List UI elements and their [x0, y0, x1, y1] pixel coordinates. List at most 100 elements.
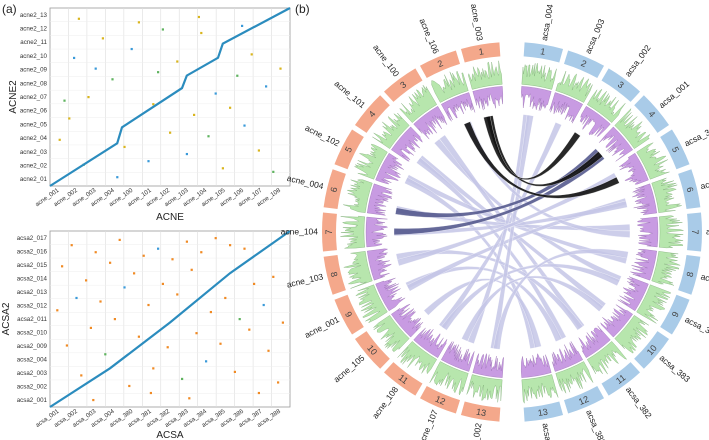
- dotplot-acsa-ytick-label: acsa2_010: [17, 330, 48, 337]
- acne-purple-track: [441, 341, 475, 372]
- dotplot-acsa-dot: [65, 344, 68, 347]
- dotplot-acne-dot: [137, 21, 140, 24]
- dotplot-acsa-dot: [262, 303, 265, 307]
- acne-chromosome-label: acne_004: [286, 173, 325, 191]
- acsa-chromosome-segment: [601, 362, 641, 396]
- acne-purple-track: [367, 183, 393, 216]
- dotplot-acsa-dot: [257, 391, 260, 395]
- acsa-green-track: [555, 70, 593, 103]
- acne-chromosome-segment: [334, 129, 364, 170]
- dotplot-acsa: acsa_001acsa_002acsa_003acsa_004acsa_380…: [1, 230, 291, 440]
- acne-segment-number: 4: [367, 109, 378, 119]
- dotplot-acne-dot: [265, 85, 268, 88]
- dotplot-acne-ytick-label: acne2_13: [20, 12, 48, 19]
- dotplot-acne-ytick-label: acne2_09: [20, 67, 48, 74]
- dotplot-acsa-frame: [49, 230, 291, 408]
- acne-green-track: [468, 60, 503, 90]
- acsa-green-track: [659, 215, 684, 249]
- dotplot-acsa-dot: [205, 360, 208, 363]
- dotplot-acsa-dot: [133, 272, 136, 275]
- dotplot-acsa-dot: [200, 251, 203, 254]
- acsa-purple-track: [578, 325, 611, 358]
- dotplot-acsa-ytick-label: acsa2_013: [17, 289, 48, 296]
- dotplot-acsa-dot: [181, 377, 184, 381]
- dotplot-acsa-dot: [238, 318, 241, 321]
- acsa-purple-track: [600, 304, 633, 338]
- acsa-green-track: [651, 177, 682, 213]
- dotplot-acne-dot: [94, 67, 97, 70]
- acne-segment-number: 8: [329, 271, 340, 278]
- dotplot-acsa-dot: [94, 251, 97, 254]
- acne-chromosome-segment: [383, 362, 423, 396]
- acsa-chromosome-segment: [660, 294, 690, 335]
- acne-green-track: [343, 179, 373, 213]
- acne-purple-track: [365, 216, 389, 248]
- dotplot-acsa-dot: [80, 374, 83, 377]
- acsa-purple-track: [549, 92, 583, 124]
- acne-chromosome-label: acne_103: [286, 271, 325, 289]
- dotplot-acne-dot: [58, 138, 61, 141]
- acsa-chromosome-segment: [678, 254, 701, 295]
- acsa-green-track: [587, 341, 628, 375]
- acne-chromosome-segment: [323, 169, 346, 210]
- acne-green-track: [354, 143, 388, 180]
- dotplot-acne-dot: [185, 152, 188, 156]
- dotplot-acsa-dot: [171, 258, 174, 261]
- dotplot-acsa-dot: [248, 328, 251, 331]
- acsa-chromosome-label: acsa_383: [658, 353, 693, 385]
- acsa-chromosome-segment: [634, 331, 670, 369]
- dotplot-acne-dot: [147, 160, 150, 163]
- dotplot-acne-dot: [176, 60, 179, 63]
- acne-segment-number: 7: [324, 229, 334, 234]
- acne-green-track: [429, 361, 469, 396]
- dotplot-acsa-dot: [137, 335, 140, 338]
- dotplot-acne-ytick-label: acne2_03: [20, 149, 48, 156]
- acne-purple-track: [375, 277, 406, 311]
- dotplot-acne-dot: [200, 31, 203, 35]
- acne-purple-track: [375, 152, 404, 185]
- dotplot-acsa-ytick-label: acsa2_004: [17, 357, 48, 364]
- dotplot-acne-ytick-label: acne2_06: [20, 108, 48, 115]
- acsa-chromosome-segment: [601, 68, 641, 102]
- dotplot-acsa-dot: [243, 247, 246, 250]
- acne-purple-track: [391, 303, 424, 338]
- dotplot-acsa-dot: [89, 326, 92, 329]
- acsa-segment-number: 2: [579, 58, 588, 69]
- dotplot-acsa-dot: [61, 265, 64, 268]
- acne-chromosome-segment: [460, 401, 501, 422]
- dotplot-acne-dot: [157, 71, 160, 74]
- synteny-link-light: [416, 157, 567, 340]
- acsa-chromosome-label: acsa_387: [700, 271, 709, 289]
- dotplot-acsa-dot: [185, 240, 188, 243]
- acsa-chromosome-label: acsa_382: [624, 385, 654, 421]
- acne-segment-number: 10: [365, 343, 379, 357]
- dotplot-acne-dot: [257, 149, 260, 152]
- dotplot-acne-ytick-label: acne2_10: [20, 53, 48, 60]
- dotplot-acsa-ytick-label: acsa2_017: [17, 235, 48, 242]
- acsa-segment-number: 1: [539, 46, 546, 57]
- acne-chromosome-label: acne_108: [370, 384, 400, 420]
- acsa-chromosome-label: acsa_003: [583, 17, 607, 55]
- acsa-chromosome-segment: [634, 95, 670, 133]
- dotplot-acne-xlabel: ACNE: [156, 212, 184, 223]
- acsa-green-track: [521, 63, 557, 90]
- acne-purple-track: [472, 86, 503, 111]
- acne-chromosome-label: acne_106: [417, 17, 441, 56]
- dotplot-acsa-dot: [142, 254, 145, 257]
- acsa-purple-track: [617, 276, 649, 312]
- dotplot-acsa-dot: [123, 286, 126, 289]
- dotplot-acsa-dot: [176, 293, 179, 296]
- acne-green-track: [372, 112, 410, 149]
- circos-plot: 1acne_0032acne_1063acne_1004acne_1015acn…: [281, 3, 709, 440]
- dotplot-acne-dot: [111, 78, 114, 81]
- acne-chromosome-label: acne_003: [469, 3, 485, 42]
- acsa-green-track: [651, 251, 681, 286]
- dotplot-acne-dot: [236, 74, 239, 77]
- dotplot-acsa-dot: [56, 309, 59, 312]
- dotplot-acne-dot: [214, 92, 217, 95]
- dotplot-acsa-dot: [70, 244, 73, 247]
- synteny-link-light: [438, 122, 562, 329]
- dotplot-acne-dot: [207, 135, 210, 138]
- dotplot-acsa-ytick-label: acsa2_002: [17, 384, 48, 391]
- acne-purple-track: [367, 248, 392, 281]
